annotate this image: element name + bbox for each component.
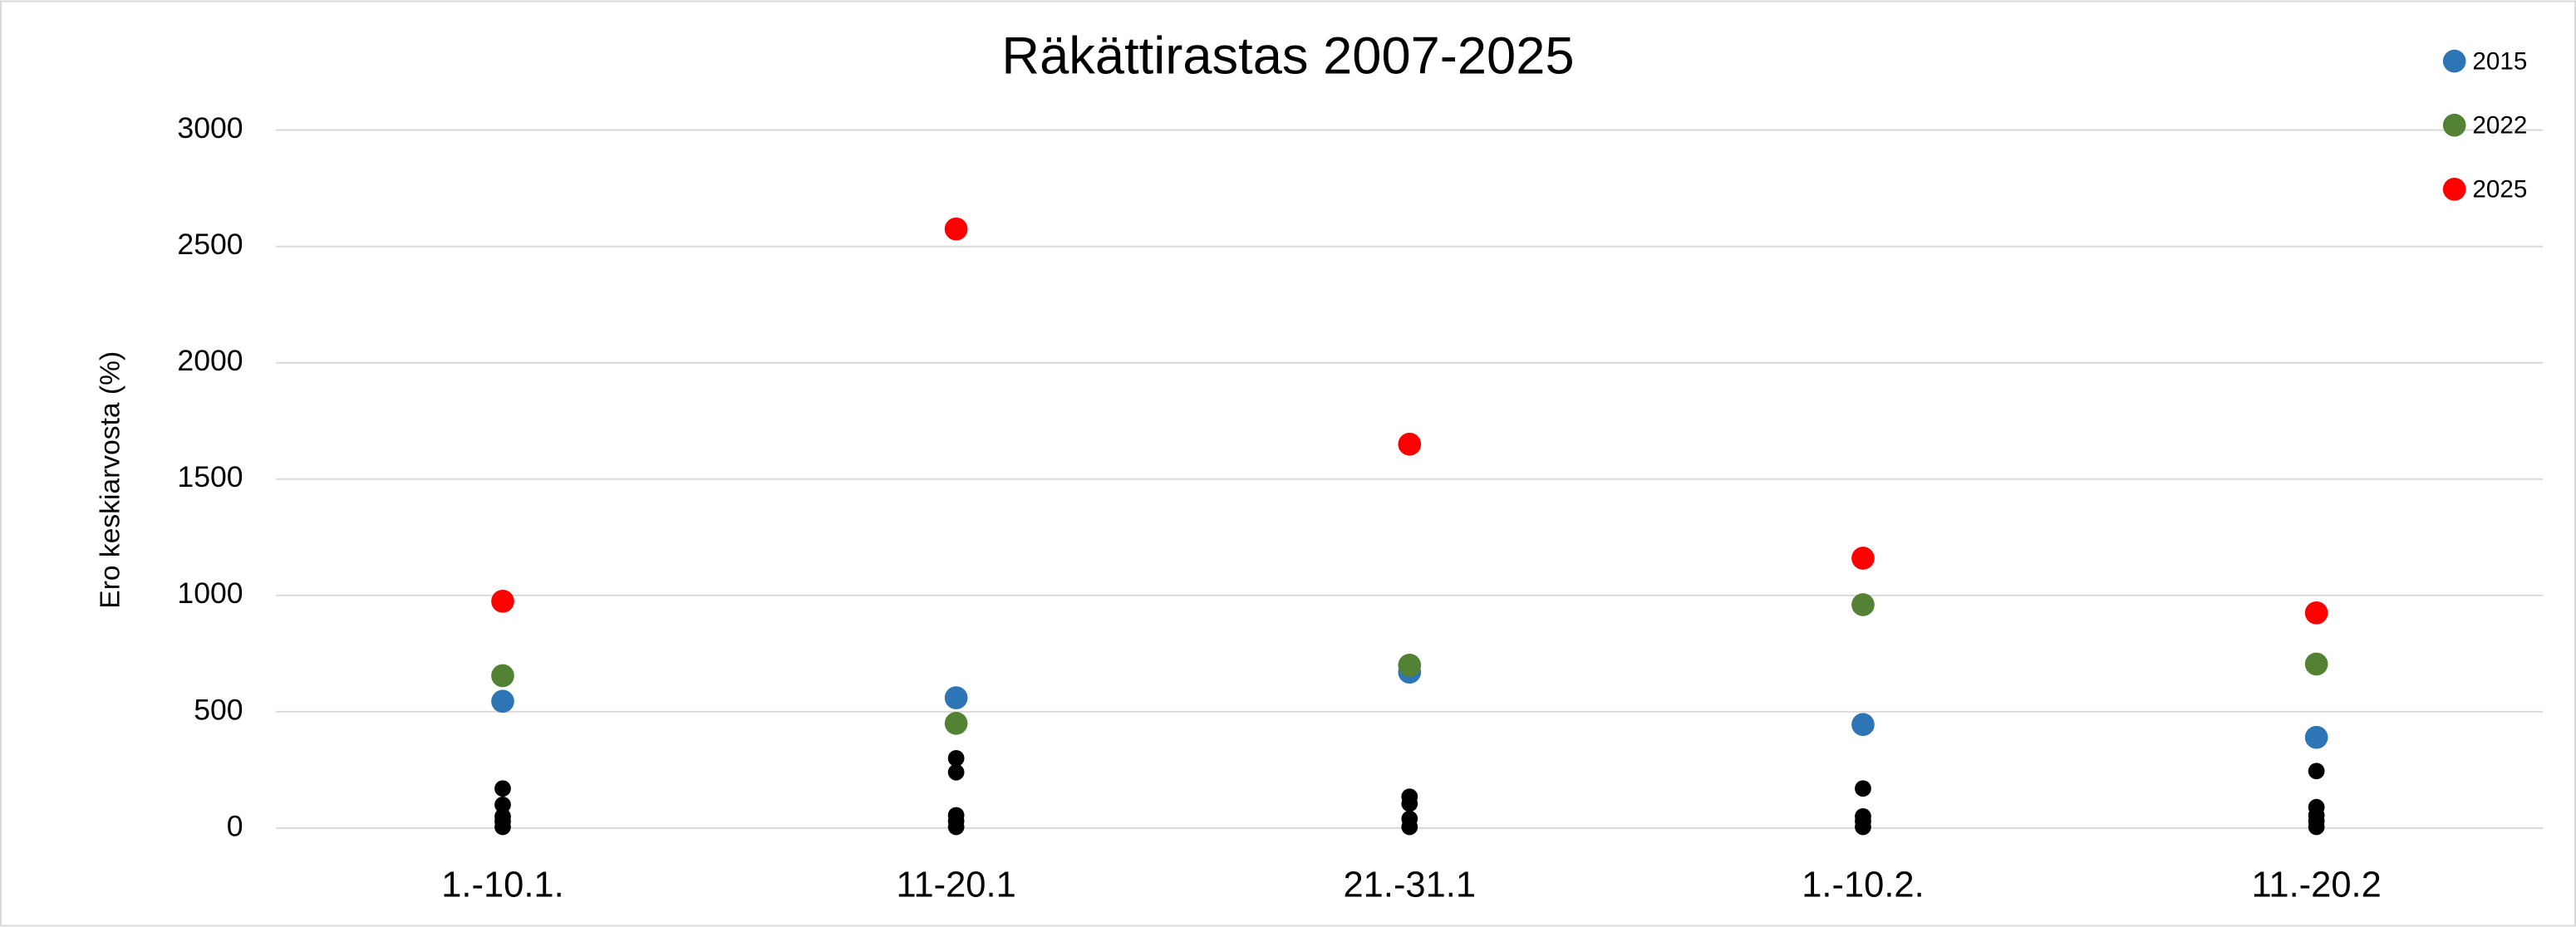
- other-point: [1855, 780, 1871, 797]
- x-tick-label: 11.-20.2: [2251, 866, 2381, 905]
- point: [2304, 652, 2328, 676]
- point: [944, 686, 968, 709]
- y-tick-label: 3000: [177, 111, 243, 145]
- other-point: [947, 763, 965, 781]
- point: [1398, 654, 1422, 677]
- point: [491, 589, 514, 613]
- other-point: [1855, 818, 1871, 836]
- x-tick-label: 21.-31.1: [1344, 866, 1477, 905]
- x-tick-label: 11-20.1: [897, 866, 1016, 905]
- point: [2304, 601, 2328, 625]
- point: [944, 712, 968, 735]
- y-tick-label: 2500: [177, 228, 243, 261]
- legend-label: 2015: [2472, 47, 2527, 75]
- point: [491, 689, 514, 714]
- y-tick-label: 2000: [177, 344, 243, 377]
- legend-marker: [2442, 49, 2466, 73]
- other-point: [494, 780, 511, 797]
- other-point: [947, 749, 965, 767]
- other-point: [1401, 795, 1418, 812]
- legend-label: 2025: [2472, 176, 2527, 204]
- y-tick-label: 1000: [177, 576, 243, 610]
- other-point: [494, 818, 511, 836]
- other-point: [494, 797, 511, 813]
- chart-title: Räkättirastas 2007-2025: [1001, 27, 1574, 85]
- point: [1851, 713, 1875, 737]
- x-tick-label: 1.-10.1.: [441, 866, 563, 905]
- point: [2304, 725, 2328, 749]
- point: [1398, 432, 1422, 456]
- y-tick-label: 0: [227, 809, 243, 842]
- point: [1851, 593, 1875, 616]
- y-tick-label: 500: [194, 693, 243, 726]
- other-point: [1401, 818, 1418, 836]
- other-point: [947, 818, 965, 836]
- x-tick-label: 1.-10.2.: [1802, 866, 1924, 905]
- point: [1851, 547, 1875, 570]
- other-point: [2308, 763, 2325, 780]
- y-axis-label: Ero keskiarvosta (%): [95, 351, 125, 609]
- other-point: [2308, 818, 2325, 836]
- point: [491, 664, 514, 688]
- legend-marker: [2442, 113, 2466, 137]
- point: [944, 217, 968, 241]
- legend-label: 2022: [2472, 112, 2527, 140]
- y-tick-label: 1500: [177, 460, 243, 493]
- legend-marker: [2442, 177, 2466, 201]
